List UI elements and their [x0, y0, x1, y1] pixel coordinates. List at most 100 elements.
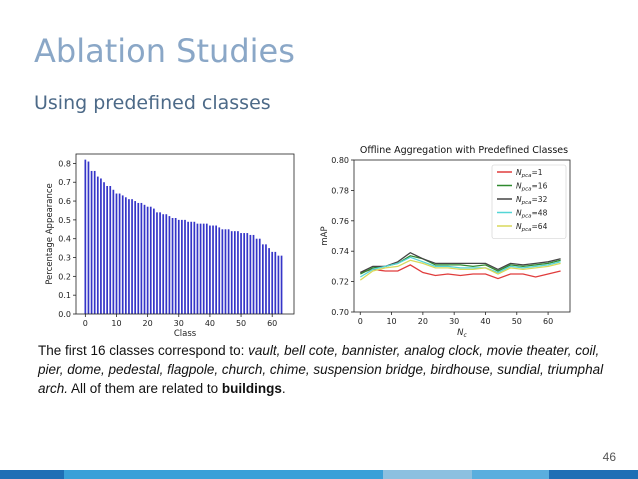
bar — [258, 238, 261, 314]
legend-label: Npca=16 — [516, 182, 548, 193]
y-tick-label: 0.0 — [58, 310, 71, 319]
page-number: 46 — [602, 450, 616, 464]
bar — [243, 233, 246, 314]
bar — [124, 197, 127, 314]
y-tick-label: 0.80 — [331, 156, 349, 165]
x-tick-label: 20 — [418, 317, 428, 326]
bar — [156, 212, 158, 314]
y-tick-label: 0.70 — [331, 308, 349, 317]
legend-box — [491, 164, 567, 239]
x-tick-label: 60 — [267, 319, 277, 328]
bar — [109, 186, 112, 314]
x-tick-label: 30 — [174, 319, 184, 328]
bar — [131, 199, 133, 314]
bar — [274, 251, 277, 314]
bar — [199, 223, 202, 314]
bottom-bar-segment — [472, 470, 549, 479]
bar — [177, 219, 180, 314]
bar — [265, 244, 267, 314]
bar — [202, 223, 205, 314]
bar — [118, 193, 121, 314]
bar — [215, 225, 217, 314]
legend-label: Npca=64 — [516, 222, 548, 233]
bar — [100, 178, 102, 314]
bar — [212, 225, 214, 314]
x-tick-label: 50 — [236, 319, 246, 328]
bar — [246, 233, 249, 314]
series-line — [360, 264, 561, 280]
bar — [87, 161, 90, 314]
y-axis-label: Percentage Appearance — [45, 183, 55, 285]
bar — [262, 244, 264, 314]
series-line — [359, 256, 561, 278]
series-line — [359, 259, 561, 281]
x-tick-label: 10 — [386, 317, 396, 326]
bar — [121, 195, 124, 314]
bar — [96, 176, 99, 314]
bar — [237, 231, 239, 314]
bar — [103, 182, 105, 314]
x-tick-label: 50 — [512, 317, 522, 326]
bar — [227, 229, 230, 314]
bar — [218, 227, 221, 314]
bar — [159, 212, 161, 314]
y-tick-label: 0.3 — [58, 254, 71, 263]
bottom-color-bar — [0, 470, 638, 479]
legend-label: Npca=48 — [516, 209, 548, 220]
bar — [255, 238, 258, 314]
y-tick-label: 0.2 — [58, 272, 71, 281]
plot-frame — [353, 159, 571, 313]
bar — [90, 170, 93, 314]
bar-chart-class-appearance: 0.0 0.1 0.2 0.3 0.4 0.5 0.6 0.7 0.8 0 10 20 30 40 50 60… — [45, 153, 295, 339]
bar — [146, 206, 149, 314]
bar — [112, 189, 115, 314]
x-tick-label: 0 — [83, 319, 88, 328]
caption-middle: All of them are related to — [68, 381, 222, 396]
series-line — [360, 251, 561, 274]
bar — [268, 248, 270, 314]
slide-title: Ablation Studies — [34, 32, 295, 70]
chart-title: Offline Aggregation with Predefined Clas… — [360, 145, 568, 156]
y-tick-label: 0.72 — [331, 278, 349, 287]
bar — [230, 231, 233, 314]
bar — [143, 204, 146, 314]
y-tick-label: 0.78 — [331, 186, 349, 195]
y-tick-label: 0.8 — [58, 159, 71, 168]
x-tick-label: 40 — [480, 317, 490, 326]
bar — [134, 201, 137, 314]
x-tick-label: 0 — [358, 317, 363, 326]
x-axis-label: Class — [174, 329, 197, 339]
bar — [224, 229, 227, 314]
caption-class-list: vault, bell cote, bannister, analog cloc… — [38, 343, 604, 396]
caption-emphasis: buildings — [221, 381, 282, 396]
x-tick-label: 10 — [111, 319, 121, 328]
bar — [196, 223, 199, 314]
x-tick-label: 60 — [543, 317, 553, 326]
bar — [233, 231, 236, 314]
bar — [168, 216, 171, 314]
plot-frame — [75, 153, 295, 315]
bar — [205, 223, 208, 314]
bar — [187, 221, 189, 314]
bar — [165, 214, 168, 314]
y-tick-label: 0.74 — [331, 247, 349, 256]
bar — [93, 170, 96, 314]
x-tick-label: 20 — [143, 319, 153, 328]
x-tick-label: 40 — [205, 319, 215, 328]
y-tick-label: 0.6 — [58, 197, 71, 206]
bar — [193, 221, 196, 314]
bar — [162, 214, 165, 314]
bottom-bar-segment — [548, 470, 638, 479]
bar — [184, 219, 186, 314]
y-tick-label: 0.1 — [58, 291, 71, 300]
bar — [240, 233, 242, 314]
y-axis-label: mAP — [320, 226, 330, 245]
bar — [277, 255, 280, 314]
bar — [153, 208, 155, 314]
bar — [174, 218, 177, 314]
bar — [221, 229, 224, 314]
bar — [209, 225, 211, 314]
y-tick-label: 0.4 — [58, 235, 71, 244]
bar — [149, 206, 152, 314]
bar — [249, 234, 252, 314]
